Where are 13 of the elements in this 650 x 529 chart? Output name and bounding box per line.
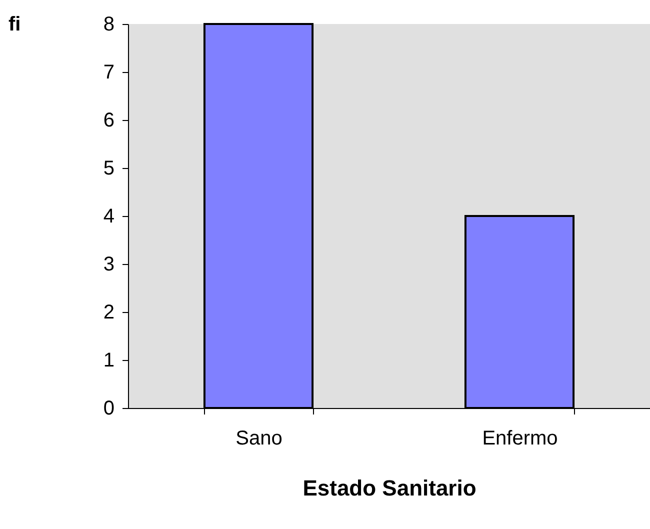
y-tick-label: 2 — [103, 302, 114, 324]
x-tick-label: Enfermo — [482, 428, 558, 450]
y-tick-label: 5 — [103, 158, 114, 180]
y-axis-title: fi — [8, 14, 21, 36]
y-tick-label: 4 — [103, 206, 114, 228]
x-tick-label: Sano — [236, 428, 282, 450]
y-tick-label: 0 — [103, 398, 114, 420]
x-axis-title: Estado Sanitario — [302, 476, 476, 500]
y-tick-label: 7 — [103, 62, 114, 84]
y-tick-label: 1 — [103, 350, 114, 372]
y-tick-label: 3 — [103, 254, 114, 276]
y-tick-label: 6 — [103, 110, 114, 132]
y-tick-label: 8 — [103, 14, 114, 36]
